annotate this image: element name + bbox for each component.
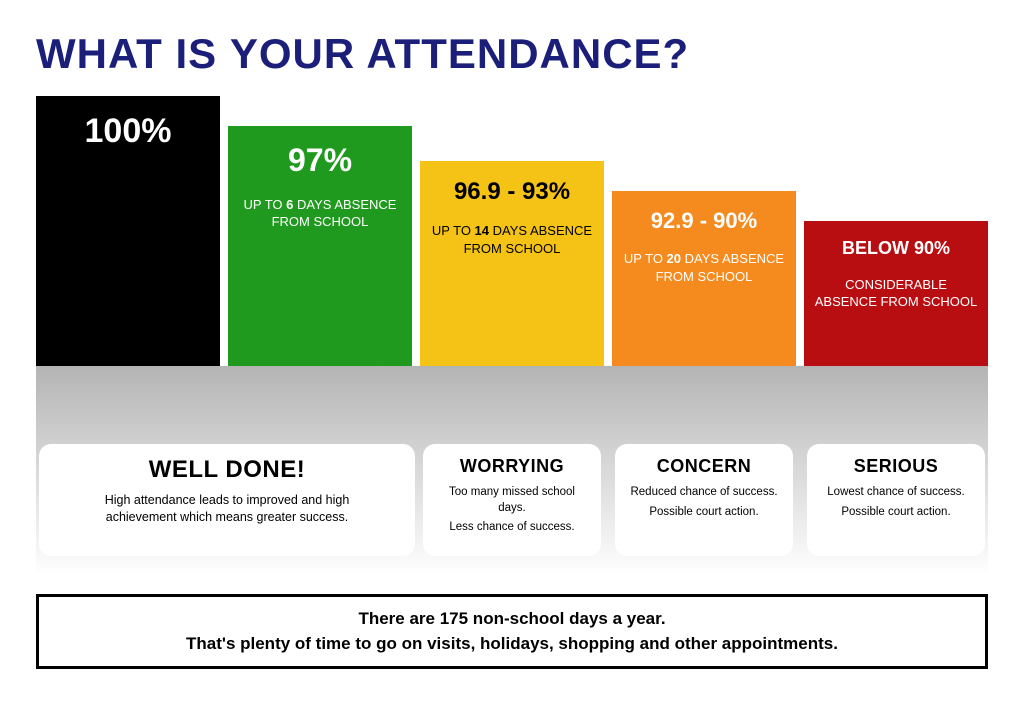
footer-box: There are 175 non-school days a year. Th…	[36, 594, 988, 669]
footer-line2: That's plenty of time to go on visits, h…	[55, 632, 969, 657]
bar-0: 100%	[36, 96, 220, 366]
bar-3-desc: UP TO 20 DAYS ABSENCE FROM SCHOOL	[622, 250, 786, 285]
columns: 100% WELL DONE! High attendance leads to…	[36, 96, 988, 576]
msg-body-2: Too many missed school days.Less chance …	[435, 485, 589, 536]
msg-card-worrying: WORRYING Too many missed school days.Les…	[423, 444, 601, 556]
chart-area: 100% WELL DONE! High attendance leads to…	[36, 96, 988, 576]
footer-line1: There are 175 non-school days a year.	[55, 607, 969, 632]
bar-4-desc: CONSIDERABLE ABSENCE FROM SCHOOL	[814, 276, 978, 311]
title-bold: YOUR	[230, 30, 355, 77]
msg-body-3: Reduced chance of success.Possible court…	[627, 485, 781, 520]
bar-4-pct: BELOW 90%	[842, 239, 950, 258]
col-0: 100% WELL DONE! High attendance leads to…	[36, 96, 220, 576]
bar-1: 97% UP TO 6 DAYS ABSENCE FROM SCHOOL	[228, 126, 412, 366]
msg-title-4: SERIOUS	[819, 456, 973, 477]
bar-1-desc: UP TO 6 DAYS ABSENCE FROM SCHOOL	[238, 196, 402, 231]
title-post: ATTENDANCE?	[355, 30, 689, 77]
bar-2: 96.9 - 93% UP TO 14 DAYS ABSENCE FROM SC…	[420, 161, 604, 366]
msg-card-serious: SERIOUS Lowest chance of success.Possibl…	[807, 444, 985, 556]
bar-2-pct: 96.9 - 93%	[454, 179, 570, 204]
bar-4: BELOW 90% CONSIDERABLE ABSENCE FROM SCHO…	[804, 221, 988, 366]
msg-card-concern: CONCERN Reduced chance of success.Possib…	[615, 444, 793, 556]
msg-body-0: High attendance leads to improved and hi…	[51, 492, 403, 526]
msg-title-2: WORRYING	[435, 456, 589, 477]
bar-3: 92.9 - 90% UP TO 20 DAYS ABSENCE FROM SC…	[612, 191, 796, 366]
msg-card-welldone: WELL DONE! High attendance leads to impr…	[39, 444, 415, 556]
msg-title-3: CONCERN	[627, 456, 781, 477]
col-3: 92.9 - 90% UP TO 20 DAYS ABSENCE FROM SC…	[612, 96, 796, 576]
bar-0-pct: 100%	[85, 114, 172, 150]
attendance-infographic: WHAT IS YOUR ATTENDANCE? 100% WELL DONE!…	[0, 0, 1024, 710]
bar-1-pct: 97%	[288, 144, 352, 178]
bar-3-pct: 92.9 - 90%	[651, 209, 757, 232]
col-4: BELOW 90% CONSIDERABLE ABSENCE FROM SCHO…	[804, 96, 988, 576]
col-2: 96.9 - 93% UP TO 14 DAYS ABSENCE FROM SC…	[420, 96, 604, 576]
title-pre: WHAT IS	[36, 30, 230, 77]
msg-body-4: Lowest chance of success.Possible court …	[819, 485, 973, 520]
msg-title-0: WELL DONE!	[51, 456, 403, 484]
page-title: WHAT IS YOUR ATTENDANCE?	[36, 30, 988, 78]
bar-2-desc: UP TO 14 DAYS ABSENCE FROM SCHOOL	[430, 222, 594, 257]
